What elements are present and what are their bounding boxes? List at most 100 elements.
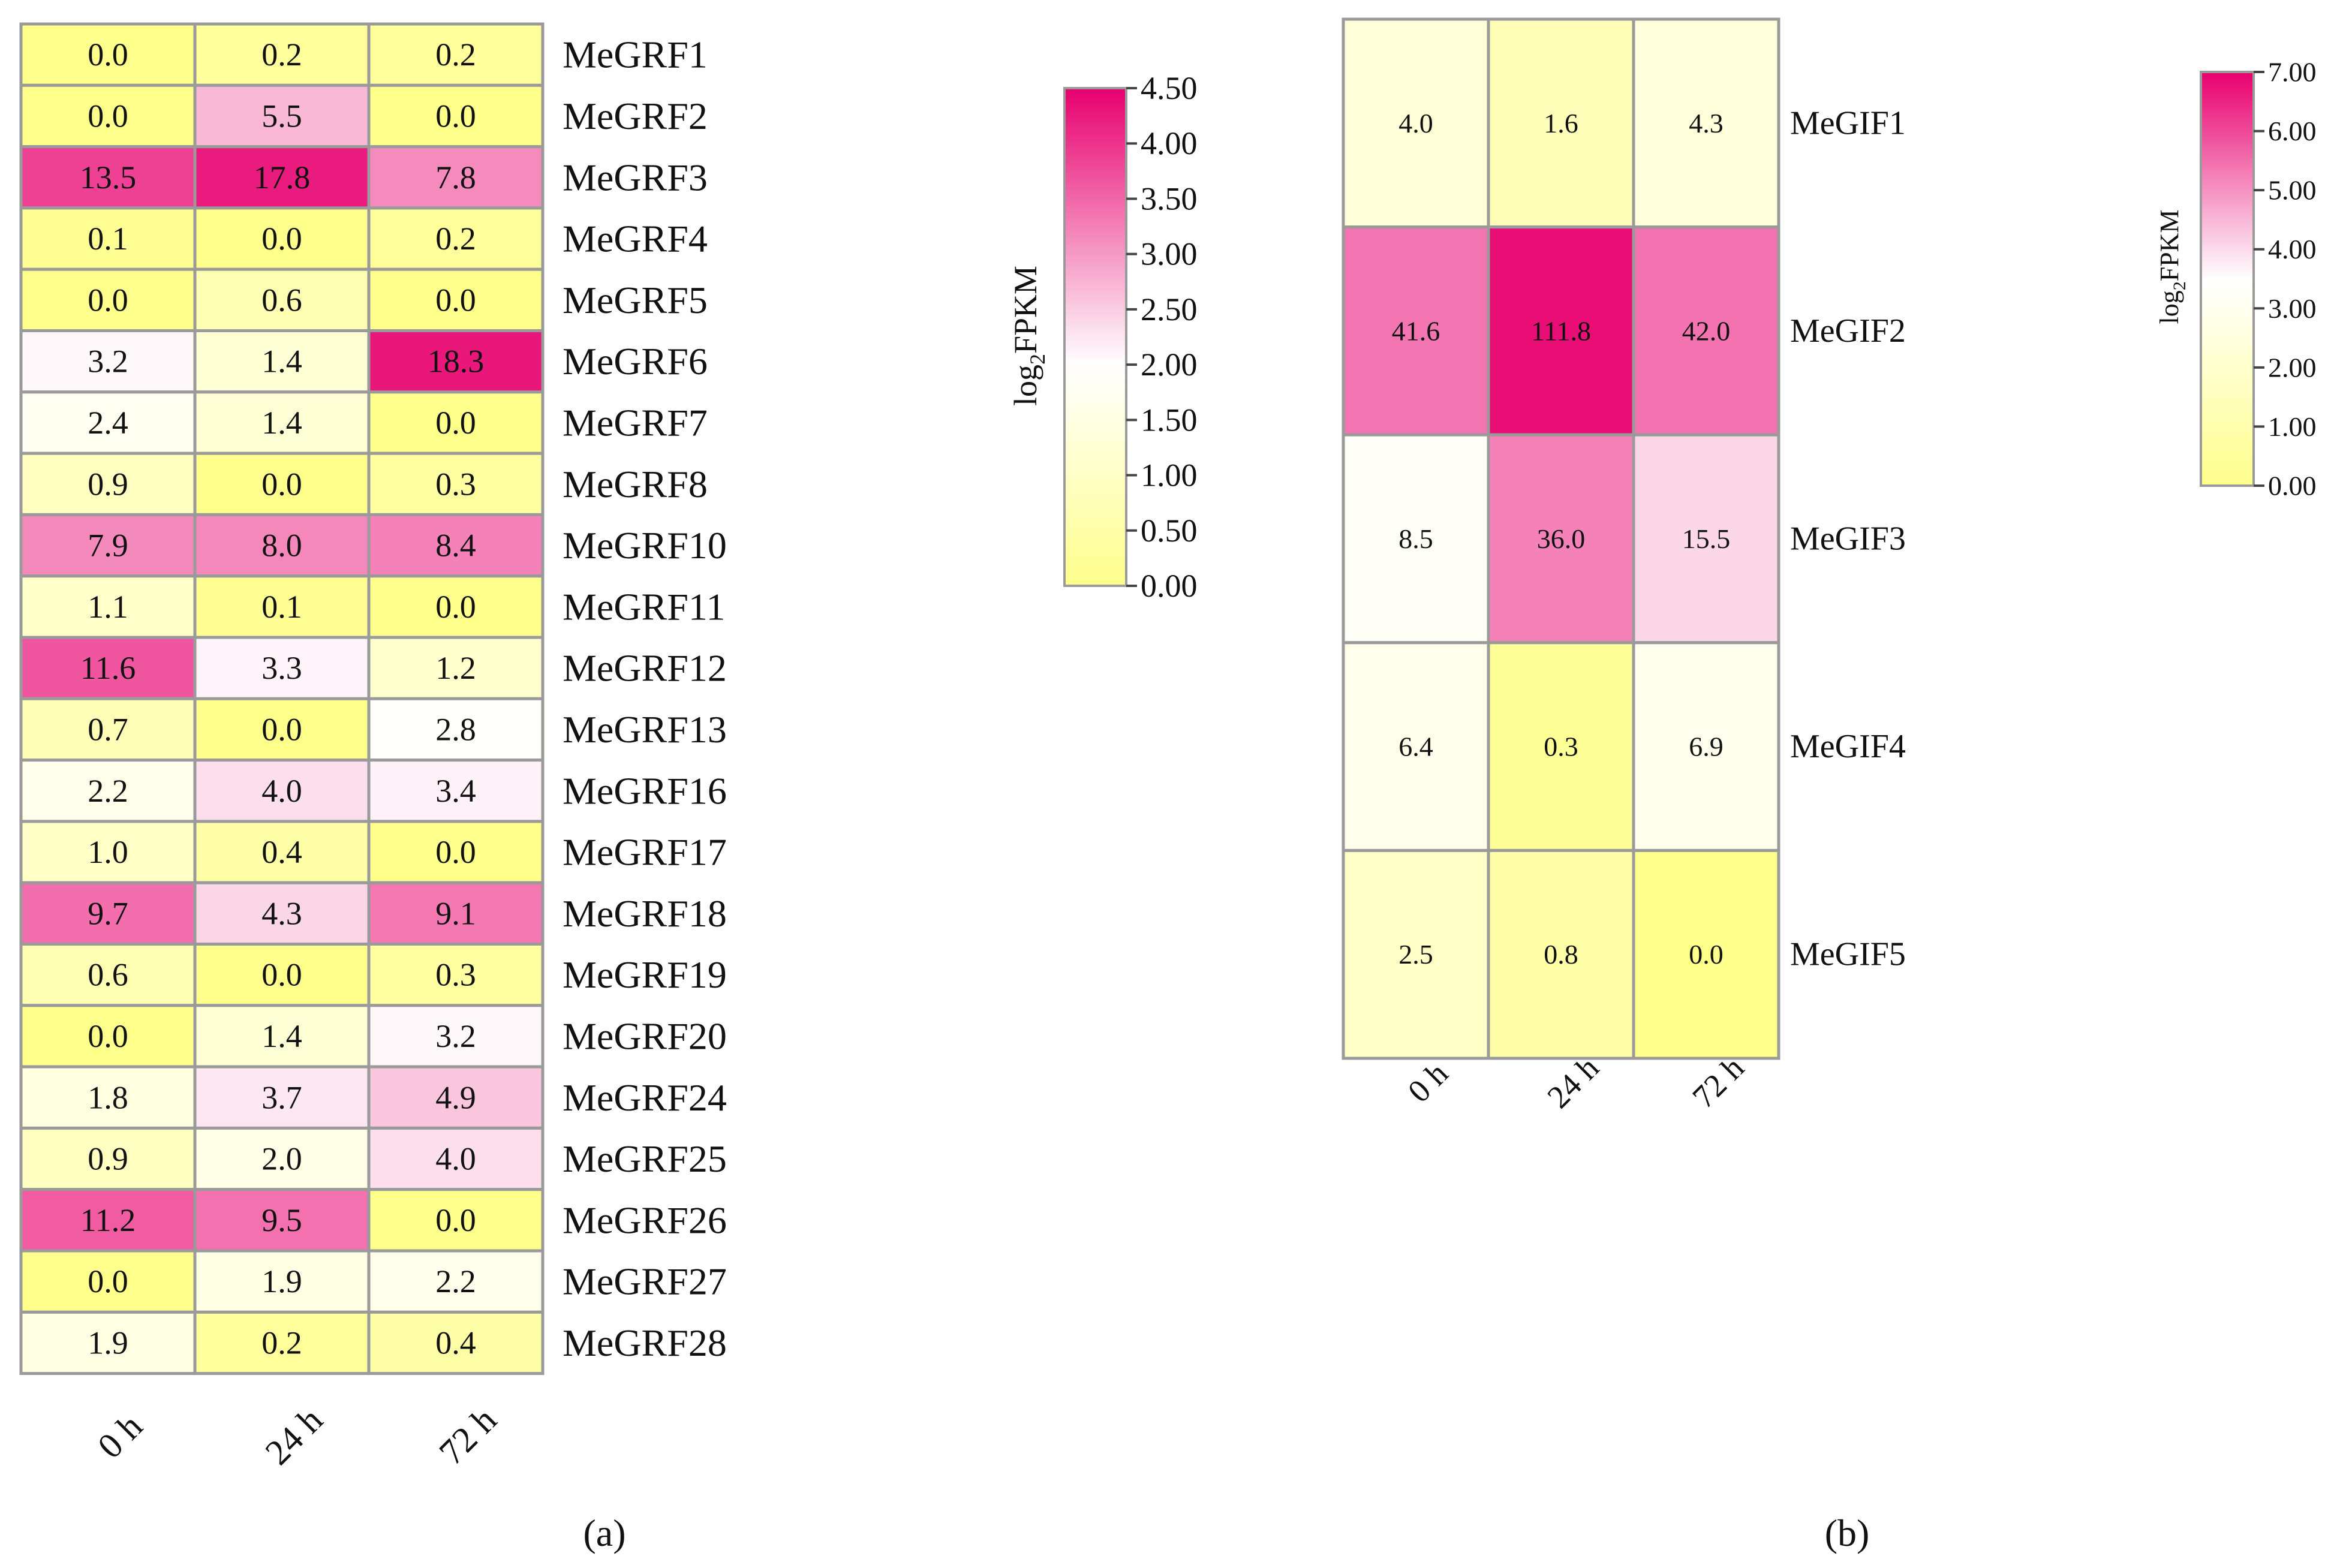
cell-value-label: 7.8 xyxy=(435,159,476,195)
cell-value-label: 0.4 xyxy=(435,1325,476,1361)
cell-value-label: 1.4 xyxy=(261,344,302,380)
row-label: MeGIF5 xyxy=(1790,936,1906,973)
cell-value-label: 11.6 xyxy=(80,650,136,686)
panel-a-heatmap: 0.0 0.2 0.2 0.0 5.5 0.0 13.5 17.8 7.8 0.1 0.0 0.2 0.… xyxy=(19,22,727,1473)
cell-value-label: 0.0 xyxy=(261,957,302,993)
cell-value-label: 17.8 xyxy=(254,159,311,195)
cell-value-label: 0.7 xyxy=(88,711,128,747)
cell-value-label: 36.0 xyxy=(1537,523,1586,554)
heatmap-cell xyxy=(367,329,545,394)
colorbar-tick-label: 0.50 xyxy=(1141,513,1198,549)
row-label: MeGRF27 xyxy=(563,1260,727,1303)
row-label: MeGRF25 xyxy=(563,1137,727,1180)
cell-value-label: 0.1 xyxy=(88,221,128,257)
cell-value-label: 9.1 xyxy=(435,895,476,931)
cell-value-label: 8.5 xyxy=(1398,523,1433,554)
cell-value-label: 0.0 xyxy=(88,1263,128,1299)
cell-value-label: 0.2 xyxy=(261,37,302,73)
heatmap-cell xyxy=(1632,225,1780,437)
cell-value-label: 4.9 xyxy=(435,1079,476,1115)
row-label: MeGRF7 xyxy=(563,401,708,444)
heatmap-cell xyxy=(19,943,197,1007)
panel-a-caption: (a) xyxy=(583,1512,625,1554)
cell-value-label: 8.0 xyxy=(261,528,302,564)
heatmap-cell xyxy=(367,390,545,455)
colorbar-tick-label: 4.00 xyxy=(2268,234,2317,264)
heatmap-cell xyxy=(193,574,371,639)
cell-value-label: 2.8 xyxy=(435,711,476,747)
cell-value-label: 3.3 xyxy=(261,650,302,686)
panel-b-colorbar: 0.00 1.00 2.00 3.00 4.00 5.00 6.00 7.00 log2FPK… xyxy=(2155,57,2317,501)
panel-b-heatmap: 4.0 1.6 4.3 41.6 111.8 42.0 8.5 36.0 15.5 6.4 0.3 6… xyxy=(1342,17,1906,1115)
cell-value-label: 13.5 xyxy=(80,159,137,195)
cell-value-label: 2.0 xyxy=(261,1141,302,1177)
column-label: 0 h xyxy=(1401,1055,1455,1109)
cell-value-label: 4.3 xyxy=(261,895,302,931)
colorbar-tick-label: 1.50 xyxy=(1141,402,1198,438)
heatmap-cell xyxy=(19,329,197,394)
cell-value-label: 2.4 xyxy=(88,405,128,441)
cell-value-label: 8.4 xyxy=(435,528,476,564)
panel-a-colorbar-label: log2FPKM xyxy=(1007,266,1049,406)
panel-a-colorbar: 0.00 0.50 1.00 1.50 2.00 2.50 3.00 3.50 4.00 4.50… xyxy=(1007,70,1198,604)
cell-value-label: 1.6 xyxy=(1544,108,1578,139)
heatmap-cell xyxy=(19,1004,197,1069)
cell-value-label: 4.0 xyxy=(261,773,302,809)
panel-a-colorbar-gradient xyxy=(1063,87,1127,587)
row-label: MeGRF5 xyxy=(563,279,708,321)
cell-value-label: 3.2 xyxy=(435,1018,476,1054)
heatmap-cell xyxy=(367,820,545,884)
row-label: MeGRF20 xyxy=(563,1015,727,1057)
row-label: MeGIF4 xyxy=(1790,728,1906,765)
heatmap-cell xyxy=(19,452,197,516)
colorbar-tick-label: 0.00 xyxy=(2268,471,2317,501)
cell-value-label: 9.5 xyxy=(261,1202,302,1238)
column-label: 24 h xyxy=(258,1400,330,1473)
row-label: MeGRF26 xyxy=(563,1199,727,1241)
panel-b-row-labels: MeGIF1 MeGIF2 MeGIF3 MeGIF4 MeGIF5 xyxy=(1790,104,1906,973)
cell-value-label: 1.8 xyxy=(88,1079,128,1115)
cell-value-label: 42.0 xyxy=(1682,315,1731,346)
row-label: MeGRF16 xyxy=(563,769,727,812)
cell-value-label: 1.4 xyxy=(261,1018,302,1054)
cell-value-label: 1.9 xyxy=(88,1325,128,1361)
row-label: MeGRF10 xyxy=(563,524,727,567)
heatmap-cell xyxy=(367,1004,545,1069)
cell-value-label: 0.0 xyxy=(88,282,128,318)
heatmap-cell xyxy=(367,452,545,516)
heatmap-cell xyxy=(193,267,371,333)
cell-value-label: 0.0 xyxy=(435,589,476,625)
panel-a-colorbar-ticks: 0.00 0.50 1.00 1.50 2.00 2.50 3.00 3.50 4.00 4.50 xyxy=(1126,70,1198,604)
cell-value-label: 0.0 xyxy=(1689,939,1724,970)
heatmap-cell xyxy=(367,943,545,1007)
panel-b-colorbar-ticks: 0.00 1.00 2.00 3.00 4.00 5.00 6.00 7.00 xyxy=(2254,57,2317,501)
heatmap-cell xyxy=(367,574,545,639)
row-label: MeGRF4 xyxy=(563,218,708,260)
heatmap-cell xyxy=(19,390,197,455)
cell-value-label: 0.0 xyxy=(435,282,476,318)
row-label: MeGRF17 xyxy=(563,831,727,874)
cell-value-label: 0.0 xyxy=(435,834,476,870)
cell-value-label: 7.9 xyxy=(88,528,128,564)
row-label: MeGRF11 xyxy=(563,585,725,628)
cell-value-label: 0.0 xyxy=(88,98,128,134)
cell-value-label: 0.0 xyxy=(435,1202,476,1238)
row-label: MeGRF3 xyxy=(563,156,708,198)
heatmap-cell xyxy=(193,1126,371,1191)
cell-value-label: 0.9 xyxy=(88,466,128,502)
heatmap-cell xyxy=(19,1126,197,1191)
heatmap-cell xyxy=(193,452,371,516)
cell-value-label: 111.8 xyxy=(1531,315,1591,346)
cell-value-label: 0.0 xyxy=(88,1018,128,1054)
cell-value-label: 0.3 xyxy=(435,466,476,502)
cell-value-label: 11.2 xyxy=(80,1202,136,1238)
colorbar-tick-label: 3.50 xyxy=(1141,180,1198,216)
cell-value-label: 0.4 xyxy=(261,834,302,870)
heatmap-cell xyxy=(19,206,197,271)
row-label: MeGIF2 xyxy=(1790,312,1906,350)
row-label: MeGRF2 xyxy=(563,95,708,137)
heatmap-cell xyxy=(1632,641,1780,852)
panel-b-caption: (b) xyxy=(1825,1512,1870,1554)
cell-value-label: 4.0 xyxy=(1398,108,1433,139)
row-label: MeGRF13 xyxy=(563,708,727,751)
